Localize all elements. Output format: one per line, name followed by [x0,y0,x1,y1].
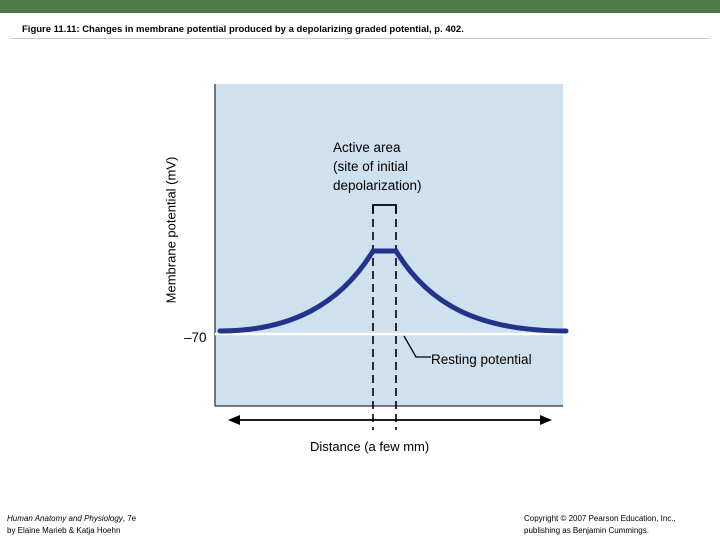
plot-area [215,84,563,406]
active-area-label: Active area (site of initial depolarizat… [333,138,422,195]
x-axis-label: Distance (a few mm) [310,439,430,454]
y-tick-label: –70 [184,330,207,345]
active-area-label-line: depolarization) [333,178,422,193]
footer-authors: by Elaine Marieb & Katja Hoehn [7,526,121,535]
resting-leader-line [403,335,431,358]
distance-arrow-left-head [228,415,240,425]
resting-potential-label: Resting potential [431,352,532,367]
active-area-label-line: Active area [333,140,401,155]
graded-potential-curve [217,248,569,334]
title-band [10,13,710,39]
footer-copyright-line2: publishing as Benjamin Cummings. [524,526,649,535]
figure-title: Figure 11.11: Changes in membrane potent… [22,24,464,35]
footer-book-title-line: Human Anatomy and Physiology, 7e [7,513,136,525]
top-bar [0,0,720,13]
footer-book-credit: Human Anatomy and Physiology, 7e by Elai… [7,513,136,537]
distance-arrow-right-head [540,415,552,425]
footer-book-edition: , 7e [122,514,137,523]
y-axis-label: Membrane potential (mV) [163,156,179,304]
footer-copyright: Copyright © 2007 Pearson Education, Inc.… [524,513,676,537]
footer-book-title: Human Anatomy and Physiology [7,514,123,523]
active-area-bracket [372,204,397,213]
footer-copyright-line1: Copyright © 2007 Pearson Education, Inc.… [524,514,676,523]
active-area-label-line: (site of initial [333,159,409,174]
